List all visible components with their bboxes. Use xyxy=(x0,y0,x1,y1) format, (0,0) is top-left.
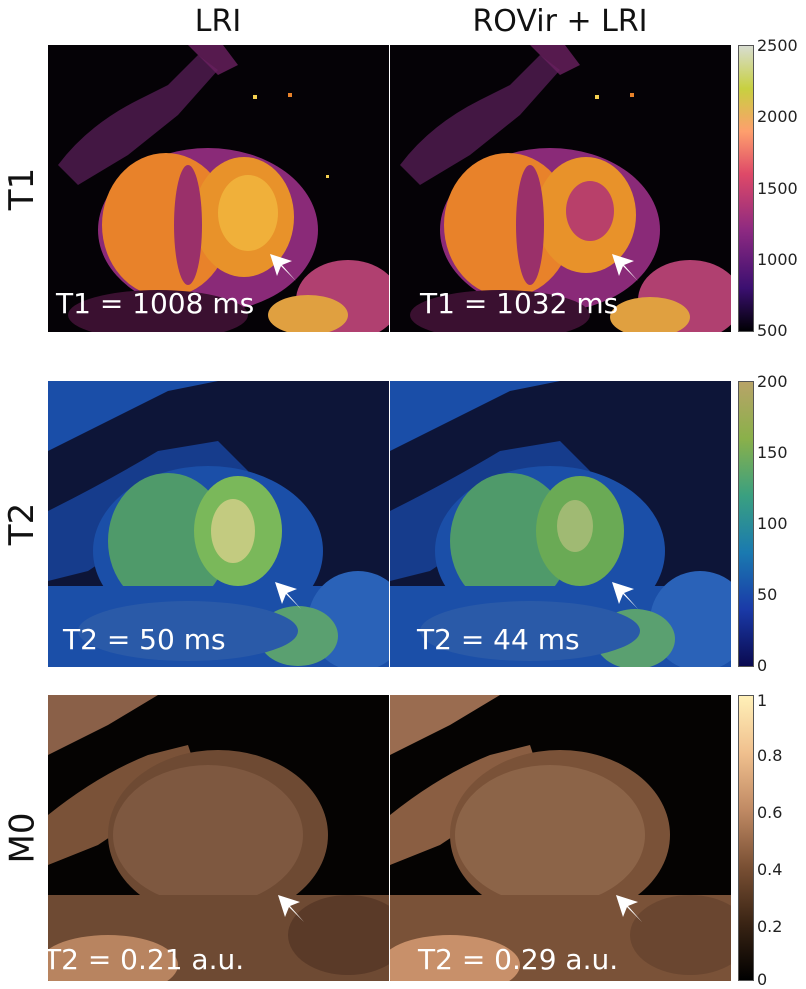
t2-tick: 50 xyxy=(757,585,778,604)
t1-map-lri xyxy=(48,45,389,332)
t1-tick: 2000 xyxy=(757,107,798,126)
t1-tick: 500 xyxy=(757,321,788,340)
m0-tick: 0.6 xyxy=(757,803,783,822)
t2-colorbar xyxy=(738,381,754,667)
m0-value-lri: T2 = 0.21 a.u. xyxy=(44,943,245,976)
t2-tick: 200 xyxy=(757,372,788,391)
m0-tick: 1 xyxy=(757,691,768,710)
t1-tick: 2500 xyxy=(757,36,798,55)
row-label-t1: T1 xyxy=(0,45,44,332)
t2-map-lri xyxy=(48,381,389,667)
t1-value-lri: T1 = 1008 ms xyxy=(56,287,255,320)
m0-tick: 0 xyxy=(757,970,768,989)
m0-tick: 0.8 xyxy=(757,746,783,765)
t2-value-rovir-lri: T2 = 44 ms xyxy=(417,623,580,656)
t2-value-lri: T2 = 50 ms xyxy=(63,623,226,656)
t1-tick: 1500 xyxy=(757,179,798,198)
column-title-rovir-lri: ROVir + LRI xyxy=(472,4,648,39)
t2-map-rovir-lri xyxy=(390,381,731,667)
t2-tick: 100 xyxy=(757,514,788,533)
t1-tick: 1000 xyxy=(757,250,798,269)
row-label-m0: M0 xyxy=(0,695,44,981)
m0-value-rovir-lri: T2 = 0.29 a.u. xyxy=(418,943,619,976)
t2-tick: 0 xyxy=(757,656,768,675)
t1-value-rovir-lri: T1 = 1032 ms xyxy=(420,287,619,320)
row-label-t2: T2 xyxy=(0,381,44,667)
m0-map-lri xyxy=(48,695,389,981)
t1-colorbar xyxy=(738,45,754,332)
row-label-m0-text: M0 xyxy=(2,812,42,864)
t1-map-rovir-lri xyxy=(390,45,731,332)
column-title-lri: LRI xyxy=(194,4,242,39)
m0-tick: 0.2 xyxy=(757,917,783,936)
m0-tick: 0.4 xyxy=(757,860,783,879)
row-label-t2-text: T2 xyxy=(2,502,42,546)
m0-map-rovir-lri xyxy=(390,695,731,981)
m0-colorbar xyxy=(738,695,754,981)
t2-tick: 150 xyxy=(757,443,788,462)
row-label-t1-text: T1 xyxy=(2,167,42,210)
